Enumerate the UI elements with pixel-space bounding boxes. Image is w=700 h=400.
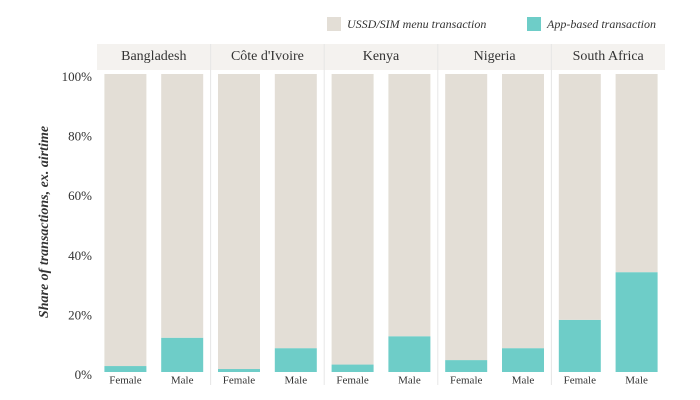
y-tick-label: 40% — [68, 248, 92, 263]
facet-header — [210, 44, 325, 70]
legend-swatch — [327, 17, 341, 31]
bar-segment — [218, 74, 260, 370]
y-axis-label: Share of transactions, ex. airtime — [37, 126, 52, 318]
bar-segment — [331, 74, 374, 365]
y-tick-label: 60% — [68, 188, 92, 203]
bar-segment — [558, 319, 601, 372]
x-tick-label: Female — [336, 375, 368, 387]
bar-segment — [104, 366, 147, 372]
bar-segment — [274, 348, 317, 372]
x-tick-label: Male — [625, 375, 648, 387]
y-tick-label: 80% — [68, 129, 92, 144]
bar-segment — [161, 74, 204, 338]
facet-title: Kenya — [363, 49, 400, 64]
facet-header — [324, 44, 438, 70]
x-tick-label: Male — [512, 375, 535, 387]
facet-title: Nigeria — [474, 49, 517, 64]
legend-label: USSD/SIM menu transaction — [347, 17, 486, 31]
x-tick-label: Female — [109, 375, 141, 387]
bar-segment — [388, 336, 431, 372]
x-tick-label: Male — [398, 375, 421, 387]
legend-label: App-based transaction — [546, 17, 656, 31]
bar-segment — [502, 74, 544, 349]
bar-segment — [218, 369, 260, 372]
facet-title: Bangladesh — [121, 49, 186, 64]
legend-swatch — [527, 17, 541, 31]
bar-segment — [331, 364, 374, 372]
facet-title: Côte d'Ivoire — [231, 49, 304, 64]
bar-segment — [615, 74, 658, 273]
facet-title: South Africa — [573, 49, 645, 64]
x-tick-label: Male — [284, 375, 307, 387]
x-tick-label: Male — [171, 375, 194, 387]
bar-segment — [388, 74, 431, 337]
bar-segment — [445, 74, 488, 361]
x-tick-label: Female — [450, 375, 482, 387]
x-tick-label: Female — [223, 375, 255, 387]
bar-segment — [274, 74, 317, 349]
facet-header — [437, 44, 552, 70]
facet-header — [551, 44, 665, 70]
bar-segment — [104, 74, 147, 367]
facet-header — [97, 44, 211, 70]
bar-segment — [615, 272, 658, 372]
y-tick-label: 0% — [75, 367, 93, 382]
y-tick-label: 20% — [68, 307, 92, 322]
x-tick-label: Female — [564, 375, 596, 387]
bar-segment — [445, 360, 488, 372]
bar-segment — [161, 337, 204, 372]
bar-segment — [558, 74, 601, 320]
bar-segment — [502, 348, 544, 372]
y-tick-label: 100% — [62, 69, 93, 84]
